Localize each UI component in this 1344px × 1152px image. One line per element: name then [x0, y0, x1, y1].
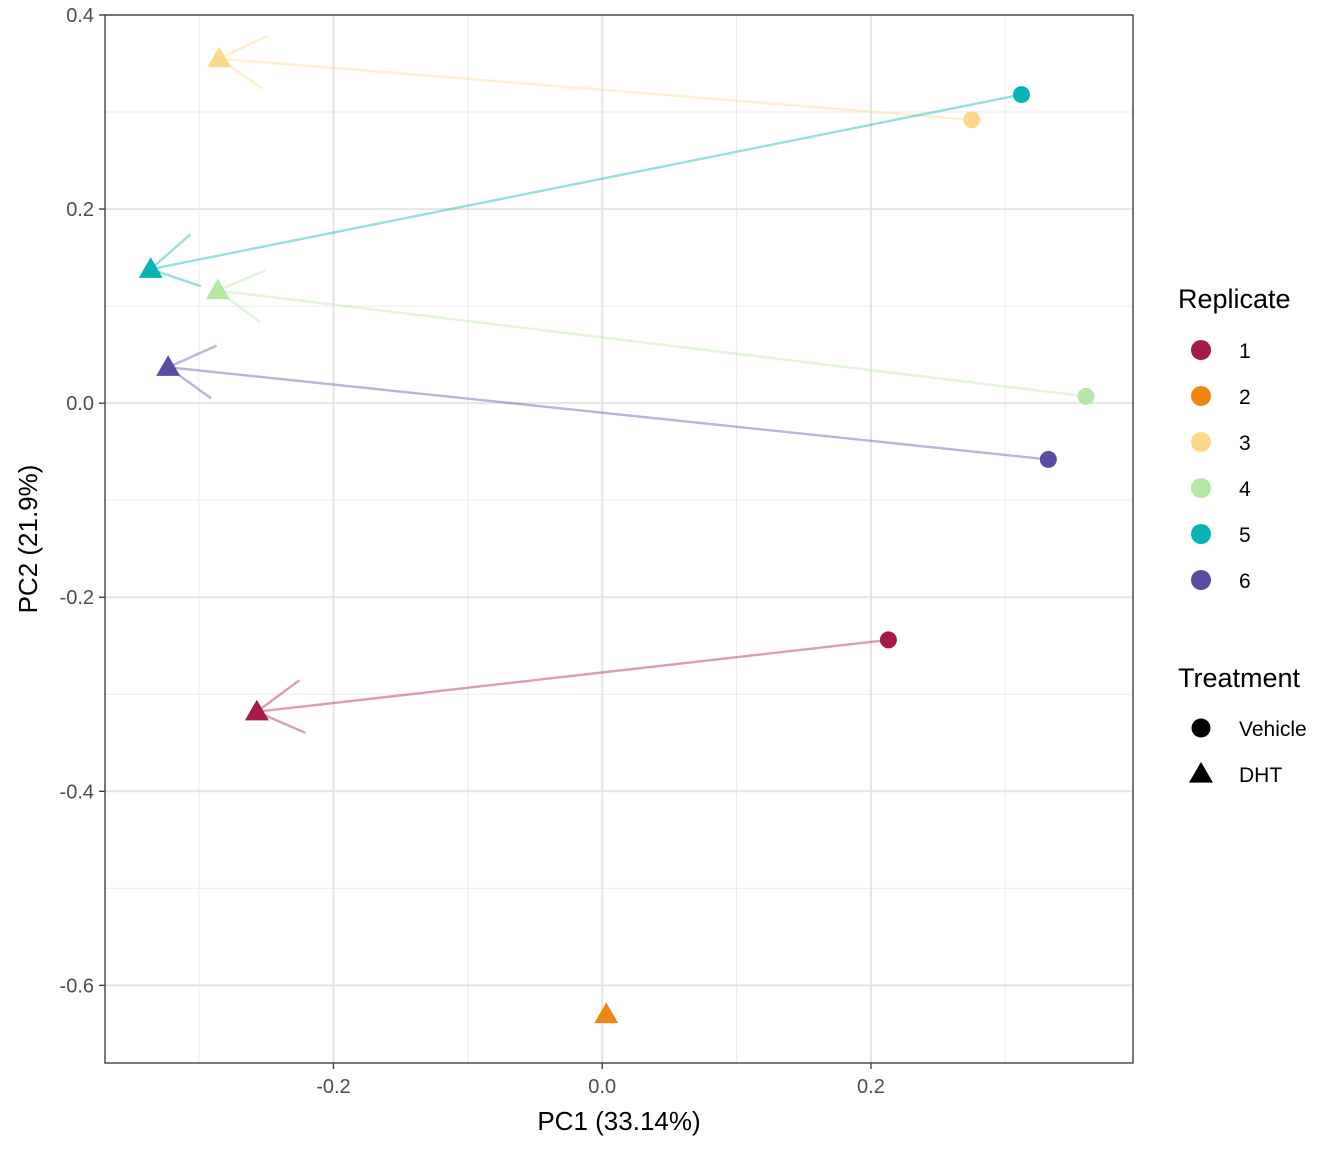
y-tick-label: -0.6 [60, 975, 94, 997]
arrow-line-replicate-4 [217, 289, 1087, 398]
legend-label-treatment: Vehicle [1239, 718, 1307, 741]
point-dht-replicate-2 [594, 1002, 619, 1024]
point-vehicle-replicate-6 [1039, 450, 1057, 468]
legend-label-replicate-3: 3 [1239, 432, 1251, 455]
arrow-line-replicate-1 [256, 638, 889, 713]
x-axis-title: PC1 (33.14%) [537, 1106, 700, 1136]
legend-label-replicate-4: 4 [1239, 478, 1251, 501]
point-layer [138, 46, 1095, 1024]
point-dht-replicate-6 [156, 355, 181, 376]
y-tick-label: 0.4 [66, 5, 94, 27]
legend-key-replicate-5 [1191, 524, 1211, 544]
legend-key-replicate-6 [1191, 570, 1211, 590]
arrow-head-replicate-4 [217, 268, 268, 292]
arrow-line-replicate-6 [168, 366, 1049, 461]
legend-key-replicate-4 [1191, 478, 1211, 498]
legend-replicate-items: 1 2 3 4 5 6 [1191, 340, 1251, 593]
legend-key-treatment-circle [1191, 718, 1211, 738]
arrow-head-replicate-3 [218, 34, 268, 60]
legend-label-replicate-1: 1 [1239, 340, 1251, 363]
arrow-layer [149, 34, 1087, 734]
arrow-head-replicate-6 [167, 344, 218, 369]
legend-replicate-title: Replicate [1178, 284, 1291, 314]
arrow-head-replicate-1 [256, 679, 301, 713]
arrow-head-replicate-5 [149, 233, 192, 271]
point-vehicle-replicate-4 [1077, 387, 1095, 405]
point-vehicle-replicate-3 [963, 111, 981, 129]
legend-treatment-items: Vehicle DHT [1189, 718, 1307, 787]
legend-key-replicate-3 [1191, 432, 1211, 452]
legend-label-replicate-5: 5 [1239, 524, 1251, 547]
legend-label-treatment: DHT [1239, 764, 1282, 787]
point-dht-replicate-3 [207, 46, 232, 68]
legend-label-replicate-6: 6 [1239, 570, 1251, 593]
panel-background [105, 15, 1133, 1063]
legend-key-treatment-triangle [1189, 762, 1213, 783]
y-tick-label: -0.2 [60, 587, 94, 609]
x-tick-label: -0.2 [316, 1076, 350, 1098]
point-vehicle-replicate-5 [1012, 86, 1030, 104]
legend-replicate: Replicate 1 2 3 4 5 6 [1178, 284, 1291, 593]
point-vehicle-replicate-1 [879, 631, 897, 649]
y-axis-title: PC2 (21.9%) [13, 465, 43, 614]
arrow-line-replicate-3 [219, 57, 972, 121]
y-tick-label: -0.4 [60, 781, 94, 803]
y-tick-label: 0.2 [66, 199, 94, 221]
panel-border [104, 14, 1134, 1064]
legend-label-replicate-2: 2 [1239, 386, 1251, 409]
point-dht-replicate-5 [138, 257, 163, 278]
legend-treatment: Treatment Vehicle DHT [1178, 663, 1307, 787]
x-axis-ticks: -0.2 0.0 0.2 [316, 1063, 885, 1098]
grid-minor [105, 15, 1133, 1063]
point-dht-replicate-4 [205, 278, 230, 300]
y-tick-label: 0.0 [66, 393, 94, 415]
y-axis-ticks: 0.4 0.2 0.0 -0.2 -0.4 -0.6 [60, 5, 105, 997]
arrow-line-replicate-5 [150, 93, 1022, 271]
legend-treatment-title: Treatment [1178, 663, 1301, 693]
legend-key-replicate-2 [1191, 386, 1211, 406]
x-tick-label: 0.0 [588, 1076, 616, 1098]
legend-key-replicate-1 [1191, 340, 1211, 360]
point-dht-replicate-1 [244, 699, 269, 721]
x-tick-label: 0.2 [857, 1076, 885, 1098]
